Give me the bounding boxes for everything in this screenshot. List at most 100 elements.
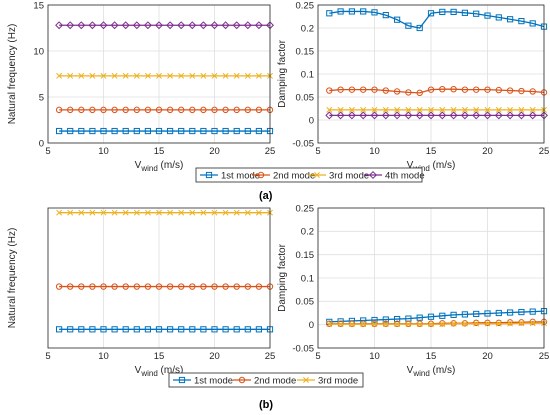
data-point — [394, 315, 401, 323]
data-point — [382, 321, 389, 328]
data-point — [416, 106, 423, 113]
data-point — [211, 209, 218, 216]
data-point — [360, 317, 367, 324]
data-point — [439, 320, 446, 327]
series-2nd-mode — [326, 85, 548, 97]
data-point — [144, 209, 151, 216]
y-tick-label: -0.05 — [292, 138, 314, 149]
data-point — [337, 86, 344, 93]
data-point — [450, 85, 457, 93]
legend-label: 3rd mode — [329, 170, 369, 181]
data-point — [211, 127, 218, 135]
data-point — [133, 283, 141, 290]
data-point — [111, 283, 118, 290]
data-point — [518, 308, 525, 316]
y-tick-label: 0.25 — [296, 0, 315, 11]
data-point — [189, 127, 196, 135]
data-point — [244, 127, 251, 135]
x-tick-label: 25 — [539, 146, 550, 157]
data-point — [189, 209, 196, 216]
data-point — [461, 320, 468, 327]
data-point — [371, 106, 378, 113]
series-3rd-mode — [326, 320, 547, 328]
data-point — [243, 21, 252, 30]
data-point — [427, 313, 435, 320]
series-1st-mode — [56, 326, 274, 333]
data-point — [99, 21, 108, 30]
series-3rd-mode — [326, 106, 547, 113]
data-point — [121, 21, 130, 30]
data-point — [200, 72, 207, 79]
data-point — [450, 8, 457, 15]
y-tick-label: 10 — [33, 46, 44, 57]
data-point — [495, 86, 502, 94]
data-point — [484, 86, 491, 93]
data-point — [415, 111, 424, 120]
x-tick-label: 15 — [154, 146, 165, 157]
x-tick-label: 20 — [209, 351, 220, 362]
data-point — [200, 209, 207, 216]
y-axis-label: Damping factor — [277, 39, 288, 107]
y-tick-label: 0.1 — [301, 69, 314, 80]
data-point — [155, 127, 163, 135]
x-tick-label: 20 — [482, 146, 493, 157]
data-point — [393, 88, 401, 95]
data-point — [67, 106, 74, 114]
data-point — [233, 326, 240, 333]
data-point — [507, 320, 514, 327]
data-point — [416, 314, 423, 321]
series-3rd-mode — [56, 72, 273, 79]
data-point — [507, 309, 514, 316]
data-point — [222, 209, 229, 216]
x-tick-label: 10 — [369, 351, 380, 362]
data-point — [439, 85, 446, 93]
data-point — [473, 86, 480, 93]
data-point — [416, 321, 423, 328]
data-point — [211, 72, 218, 79]
legend-item-1st-mode: 1st mode — [173, 375, 233, 386]
data-point — [393, 111, 402, 120]
data-point — [144, 72, 151, 79]
y-tick-label: -0.05 — [292, 343, 314, 354]
data-point — [255, 127, 262, 135]
data-point — [233, 283, 240, 290]
series-2nd-mode — [55, 106, 274, 114]
data-point — [428, 106, 434, 113]
y-tick-label: 5 — [39, 92, 44, 103]
x-tick-label: 15 — [154, 351, 165, 362]
legend-marker — [368, 170, 378, 180]
data-point — [529, 106, 536, 113]
data-point — [484, 310, 491, 317]
data-point — [495, 309, 502, 317]
legend-marker — [238, 376, 246, 384]
data-point — [360, 321, 367, 328]
y-tick-label: 15 — [33, 0, 44, 11]
data-point — [428, 321, 434, 328]
data-point — [529, 20, 536, 27]
y-tick-label: 0.05 — [296, 297, 315, 308]
y-tick-label: 0.15 — [296, 46, 315, 57]
data-point — [67, 283, 74, 290]
data-point — [348, 8, 355, 15]
legend-label: 1st mode — [194, 375, 233, 386]
x-axis-label-sub: wind — [412, 369, 429, 378]
data-point — [89, 209, 96, 216]
x-tick-label: 25 — [265, 351, 276, 362]
data-point — [55, 283, 63, 290]
data-point — [210, 21, 219, 30]
legend-b: 1st mode 2nd mode 3rd mode — [168, 372, 364, 388]
data-point — [495, 106, 502, 113]
data-point — [337, 106, 344, 113]
data-point — [348, 86, 356, 93]
x-tick-label: 25 — [539, 351, 550, 362]
x-tick-label: 5 — [45, 146, 50, 157]
legend-a: 1st mode 2nd mode 3rd mode 4th mode — [195, 167, 425, 183]
data-point — [325, 111, 334, 120]
data-point — [494, 111, 503, 120]
data-point — [222, 106, 229, 114]
data-point — [254, 21, 263, 30]
axes-box — [47, 4, 271, 144]
data-point — [255, 209, 262, 216]
axes-box — [317, 4, 545, 144]
